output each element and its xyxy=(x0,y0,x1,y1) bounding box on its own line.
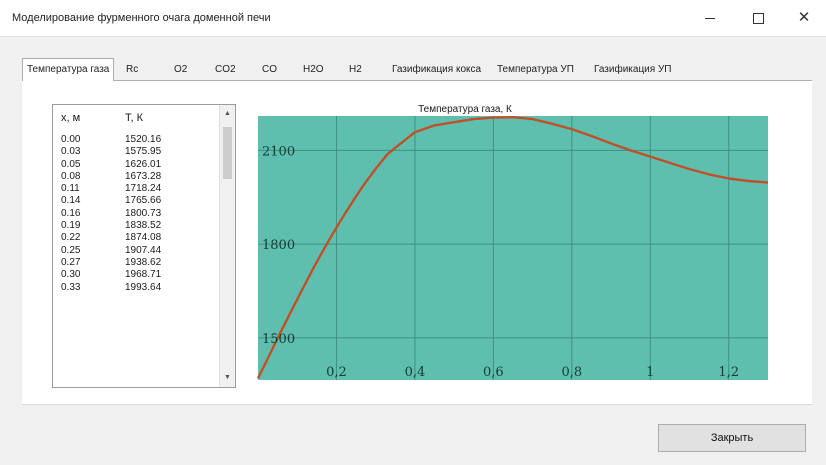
y-tick-label: 1500 xyxy=(262,332,295,347)
cell-t: 1626.01 xyxy=(125,158,162,170)
list-header: x, м T, К xyxy=(61,112,211,128)
x-tick-label: 0,8 xyxy=(562,365,583,380)
plot-area xyxy=(258,116,768,380)
cell-t: 1907.44 xyxy=(125,244,162,256)
tab-gazifikatsiya-koksa[interactable]: Газификация кокса xyxy=(392,64,482,75)
list-item[interactable]: 0.22 1874.08 xyxy=(61,232,215,244)
scroll-up-icon[interactable]: ▲ xyxy=(224,110,231,117)
temperature-line xyxy=(256,116,769,379)
cell-t: 1765.66 xyxy=(125,195,162,207)
cell-t: 1800.73 xyxy=(125,207,162,219)
list-item[interactable]: 0.11 1718.24 xyxy=(61,183,215,195)
tab-gazifikatsiya-up[interactable]: Газификация УП xyxy=(594,64,672,75)
tab-temperatura-up[interactable]: Температура УП xyxy=(497,64,574,75)
cell-x: 0.16 xyxy=(61,207,81,219)
close-icon: ✕ xyxy=(797,9,811,26)
minimize-button[interactable] xyxy=(690,6,730,30)
vertical-scrollbar[interactable]: ▲ ▼ xyxy=(219,105,235,387)
list-item[interactable]: 0.30 1968.71 xyxy=(61,269,215,281)
tab-co2[interactable]: CO2 xyxy=(215,64,236,75)
cell-t: 1874.08 xyxy=(125,232,162,244)
cell-x: 0.11 xyxy=(61,183,80,195)
cell-x: 0.14 xyxy=(61,195,81,207)
x-tick-label: 0,2 xyxy=(326,365,347,380)
maximize-icon xyxy=(752,12,764,24)
list-rows: 0.00 1520.16 0.03 1575.95 0.05 1626.01 0.08 167… xyxy=(61,134,215,294)
cell-x: 0.22 xyxy=(61,232,81,244)
cell-t: 1718.24 xyxy=(125,183,162,195)
cell-x: 0.00 xyxy=(61,134,81,145)
list-item[interactable]: 0.25 1907.44 xyxy=(61,245,215,257)
data-listbox[interactable]: x, м T, К 0.00 1520.16 0.03 1575.95 0.05 1626… xyxy=(52,104,236,388)
tab-temperatura-gaza[interactable]: Температура газа xyxy=(22,58,115,81)
column-header-x: x, м xyxy=(61,112,81,124)
title-bar: Моделирование фурменного очага доменной … xyxy=(0,0,826,37)
cell-x: 0.03 xyxy=(61,146,81,158)
list-item[interactable]: 0.08 1673.28 xyxy=(61,171,215,183)
scroll-thumb[interactable] xyxy=(223,127,232,179)
temperature-chart: 0,2 0,4 0,6 0,8 1 1,2 1500 1800 2100 xyxy=(256,116,769,380)
x-tick-label: 1,2 xyxy=(718,365,739,380)
tab-h2[interactable]: H2 xyxy=(349,64,362,75)
list-item[interactable]: 0.33 1993.64 xyxy=(61,282,215,294)
close-window-button[interactable]: ✕ xyxy=(784,6,824,30)
list-item[interactable]: 0.00 1520.16 xyxy=(61,134,215,146)
x-tick-label: 1 xyxy=(646,365,654,380)
cell-t: 1520.16 xyxy=(125,134,162,145)
tab-co[interactable]: CO xyxy=(262,64,277,75)
maximize-button[interactable] xyxy=(738,6,778,30)
cell-x: 0.25 xyxy=(61,244,81,256)
x-tick-label: 0,4 xyxy=(405,365,426,380)
list-item[interactable]: 0.16 1800.73 xyxy=(61,208,215,220)
list-item[interactable]: 0.03 1575.95 xyxy=(61,146,215,158)
cell-t: 1938.62 xyxy=(125,256,162,268)
chart-title: Температура газа, К xyxy=(418,104,512,115)
cell-x: 0.33 xyxy=(61,281,81,293)
tab-o2[interactable]: O2 xyxy=(174,64,188,75)
cell-x: 0.30 xyxy=(61,269,81,281)
cell-x: 0.08 xyxy=(61,170,81,182)
cell-t: 1993.64 xyxy=(125,281,162,293)
tab-rc[interactable]: Rc xyxy=(126,64,139,75)
y-tick-label: 1800 xyxy=(262,238,295,253)
cell-x: 0.05 xyxy=(61,158,81,170)
cell-t: 1673.28 xyxy=(125,170,162,182)
minimize-icon xyxy=(705,17,715,19)
list-item[interactable]: 0.19 1838.52 xyxy=(61,220,215,232)
x-tick-label: 0,6 xyxy=(483,365,504,380)
footer-divider xyxy=(22,404,812,405)
cell-x: 0.27 xyxy=(61,256,81,268)
scroll-down-icon[interactable]: ▼ xyxy=(224,374,231,381)
close-button[interactable]: Закрыть xyxy=(658,424,806,452)
tab-h2o[interactable]: H2O xyxy=(303,64,324,75)
y-tick-label: 2100 xyxy=(262,144,295,159)
list-item[interactable]: 0.14 1765.66 xyxy=(61,195,215,207)
column-header-t: T, К xyxy=(125,112,144,124)
cell-t: 1575.95 xyxy=(125,146,162,158)
cell-x: 0.19 xyxy=(61,220,81,232)
list-item[interactable]: 0.27 1938.62 xyxy=(61,257,215,269)
window-title: Моделирование фурменного очага доменной … xyxy=(12,12,271,24)
cell-t: 1968.71 xyxy=(125,269,162,281)
cell-t: 1838.52 xyxy=(125,220,162,232)
list-item[interactable]: 0.05 1626.01 xyxy=(61,159,215,171)
tab-bar: Температура газа Rc O2 CO2 CO H2O H2 Газ… xyxy=(22,58,812,81)
